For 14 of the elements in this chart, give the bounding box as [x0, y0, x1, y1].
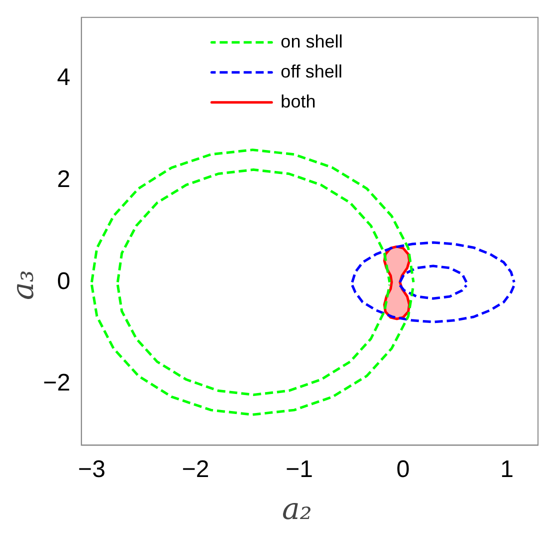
legend-label: both — [280, 91, 316, 112]
y-tick-label: −2 — [42, 370, 70, 397]
x-tick-label: 0 — [396, 456, 410, 484]
legend-label: on shell — [280, 31, 343, 52]
y-axis-title: a₃ — [6, 270, 41, 300]
legend-label: off shell — [280, 61, 342, 82]
x-tick-label: 1 — [500, 456, 514, 484]
x-tick-label: −1 — [286, 456, 313, 484]
x-tick-label: −3 — [78, 456, 106, 484]
y-tick-label: 2 — [57, 166, 70, 193]
y-tick-label: 0 — [57, 268, 70, 295]
x-axis-title: a₂ — [282, 492, 312, 527]
x-tick-label: −2 — [182, 456, 210, 484]
y-tick-label: 4 — [57, 64, 70, 92]
